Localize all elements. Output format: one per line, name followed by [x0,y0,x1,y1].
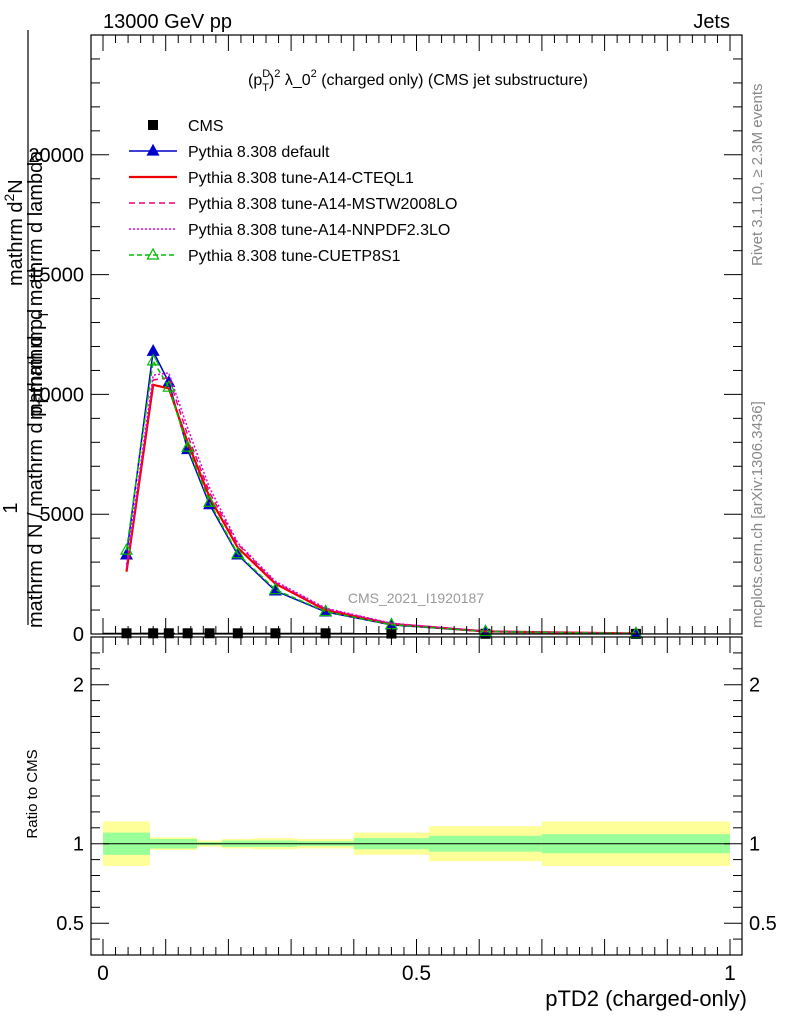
series-marker [319,604,333,617]
header-left: 13000 GeV pp [103,11,232,33]
y-tick-label: 10000 [28,384,84,406]
cms-point [232,628,243,639]
title-sup3: 2 [311,68,317,80]
ylabel-line2-rest-sub: T [35,310,51,319]
title-sup2: 2 [274,68,280,80]
legend-entry: Pythia 8.308 tune-A14-CTEQL1 [129,170,414,187]
series-marker [268,582,282,595]
title-mid: λ_0 [280,72,310,89]
ylabel-line2-rest-b: mathrm d lambda [25,150,47,306]
ylabel-line2-rest: mathrm d pTmathrm d lambda [25,150,51,420]
legend-entry: CMS [148,118,224,135]
series-marker [119,542,134,555]
ylabel-line2-b: mathrm d [25,309,47,393]
y-tick-label: 20000 [28,145,84,167]
ratio-y-tick-label-right: 1 [749,834,760,856]
ylabel-line2-a: mathrm d N / mathrm d p [25,406,47,628]
legend-entry: Pythia 8.308 default [129,143,330,161]
cms-point [320,628,331,639]
legend-label: Pythia 8.308 default [188,144,330,161]
axes: 0 0.5 1 0 5000 10000 15000 20000 0.5 0.5 1 1 2 2 [28,34,777,985]
series-line [125,358,636,635]
ratio-y-tick-label: 2 [73,675,84,697]
legend: CMS Pythia 8.308 default Pythia 8.308 tune… [129,118,457,265]
ylabel-line2: mathrm d N / mathrm d pTmathrm d [25,309,51,628]
legend-label: Pythia 8.308 tune-A14-CTEQL1 [188,170,414,187]
y-tick-label: 0 [73,624,84,646]
header-right: Jets [693,11,730,33]
cms-point [121,628,132,639]
ratio-y-tick-label: 1 [73,834,84,856]
cms-point [182,628,193,639]
series-marker [203,494,217,507]
y-tick-label: 5000 [40,504,85,526]
x-tick-label: 0 [97,962,109,985]
analysis-watermark: CMS_2021_I1920187 [348,590,484,606]
legend-marker [146,143,160,156]
ylabel-line2-sub: T [35,397,51,406]
title-close: ) [269,72,274,89]
mcplots-label: mcplots.cern.ch [arXiv:1306.3436] [749,401,766,628]
series-marker [478,624,492,637]
title-sup1: D [262,68,270,80]
series-4 [125,371,636,635]
legend-entry: Pythia 8.308 tune-A14-MSTW2008LO [129,196,457,213]
series-marker [162,379,176,392]
legend-label: CMS [188,118,224,135]
series-5 [119,353,643,639]
legend-entry: Pythia 8.308 tune-A14-NNPDF2.3LO [129,222,450,239]
ylabel-numerator-sup: 2 [1,194,17,202]
x-tick-label: 1 [724,962,736,985]
title-sub1: T [262,82,269,94]
title-open: (p [248,72,262,89]
legend-label: Pythia 8.308 tune-CUETP8S1 [188,248,401,265]
ratio-y-tick-label-right: 2 [749,675,760,697]
main-y-axis-label: 1 mathrm d N / mathrm d pTmathrm d mathr… [0,30,51,628]
series-marker [231,546,245,559]
series-line [125,371,636,635]
title-tail: (charged only) (CMS jet substructure) [317,72,588,89]
legend-label: Pythia 8.308 tune-A14-MSTW2008LO [188,196,457,213]
ratio-y-axis-label: Ratio to CMS [24,749,41,838]
rivet-label: Rivet 3.1.10, ≥ 2.3M events [749,84,766,267]
ylabel-line1: 1 [0,502,22,513]
legend-entry: Pythia 8.308 tune-CUETP8S1 [129,247,401,265]
ylabel-line2-rest-a: mathrm d p [25,319,47,420]
legend-marker [148,120,158,130]
cms-point [204,628,215,639]
series-marker [181,439,195,452]
ratio-y-tick-label-right: 0.5 [749,913,777,935]
series-marker [146,353,160,366]
y-tick-label: 15000 [28,265,84,287]
ylabel-numerator: mathrm d2N [1,179,27,286]
cms-point [163,628,174,639]
legend-marker [146,247,160,260]
x-axis-label: pTD2 (charged-only) [545,986,747,1011]
x-tick-label: 0.5 [402,962,431,985]
legend-label: Pythia 8.308 tune-A14-NNPDF2.3LO [188,222,450,239]
ratio-y-tick-label: 0.5 [56,913,84,935]
cms-point [270,628,281,639]
ratio-frame [90,636,743,956]
main-plot-title: (pD T)2 λ_02 (charged only) (CMS jet subs… [248,68,588,94]
ylabel-numerator-a: mathrm d [5,202,27,286]
ylabel-numerator-b: N [5,179,27,193]
